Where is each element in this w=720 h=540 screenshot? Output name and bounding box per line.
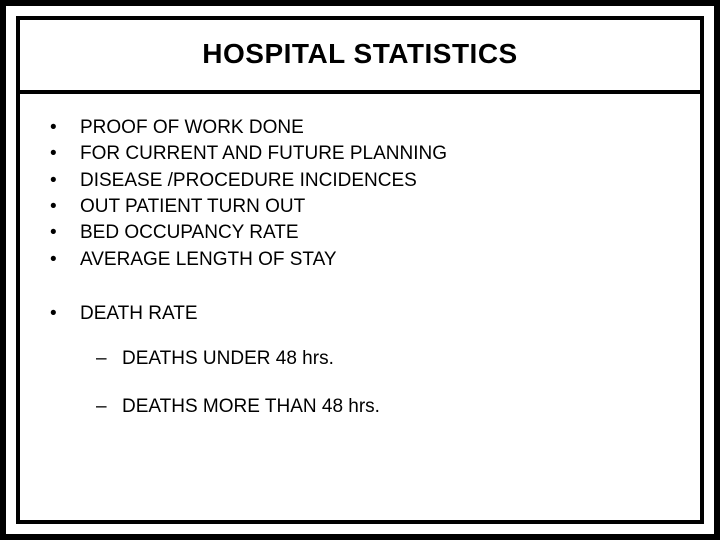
- bullet-icon: •: [48, 116, 80, 140]
- slide-outer: HOSPITAL STATISTICS •PROOF OF WORK DONE …: [0, 0, 720, 540]
- sub-list-item-text: DEATHS MORE THAN 48 hrs.: [122, 396, 380, 418]
- content-area: •PROOF OF WORK DONE •FOR CURRENT AND FUT…: [20, 94, 700, 464]
- dash-icon: –: [96, 396, 122, 418]
- slide-inner: HOSPITAL STATISTICS •PROOF OF WORK DONE …: [16, 16, 704, 524]
- bullet-icon: •: [48, 221, 80, 245]
- list-item: •DEATH RATE: [48, 302, 672, 326]
- list-item: •PROOF OF WORK DONE: [48, 116, 672, 140]
- list-item: •BED OCCUPANCY RATE: [48, 221, 672, 245]
- list-item-text: PROOF OF WORK DONE: [80, 116, 304, 140]
- bullet-icon: •: [48, 142, 80, 166]
- list-item: •DISEASE /PROCEDURE INCIDENCES: [48, 169, 672, 193]
- bullet-icon: •: [48, 195, 80, 219]
- bullet-icon: •: [48, 302, 80, 326]
- dash-icon: –: [96, 348, 122, 370]
- slide-title: HOSPITAL STATISTICS: [40, 38, 680, 70]
- sub-list-item-text: DEATHS UNDER 48 hrs.: [122, 348, 334, 370]
- spacer: [48, 274, 672, 302]
- list-item-text: OUT PATIENT TURN OUT: [80, 195, 305, 219]
- list-item-text: BED OCCUPANCY RATE: [80, 221, 299, 245]
- sub-list-item: –DEATHS UNDER 48 hrs.: [96, 348, 672, 370]
- list-item-text: DISEASE /PROCEDURE INCIDENCES: [80, 169, 417, 193]
- bullet-icon: •: [48, 169, 80, 193]
- list-item-text: FOR CURRENT AND FUTURE PLANNING: [80, 142, 447, 166]
- bullet-list-group1: •PROOF OF WORK DONE •FOR CURRENT AND FUT…: [48, 116, 672, 272]
- list-item: •OUT PATIENT TURN OUT: [48, 195, 672, 219]
- sub-list-item: –DEATHS MORE THAN 48 hrs.: [96, 396, 672, 418]
- list-item-text: DEATH RATE: [80, 302, 198, 326]
- title-container: HOSPITAL STATISTICS: [20, 20, 700, 90]
- bullet-icon: •: [48, 248, 80, 272]
- sub-bullet-list: –DEATHS UNDER 48 hrs. –DEATHS MORE THAN …: [96, 348, 672, 418]
- list-item-text: AVERAGE LENGTH OF STAY: [80, 248, 337, 272]
- list-item: •AVERAGE LENGTH OF STAY: [48, 248, 672, 272]
- bullet-list-group2: •DEATH RATE: [48, 302, 672, 326]
- list-item: •FOR CURRENT AND FUTURE PLANNING: [48, 142, 672, 166]
